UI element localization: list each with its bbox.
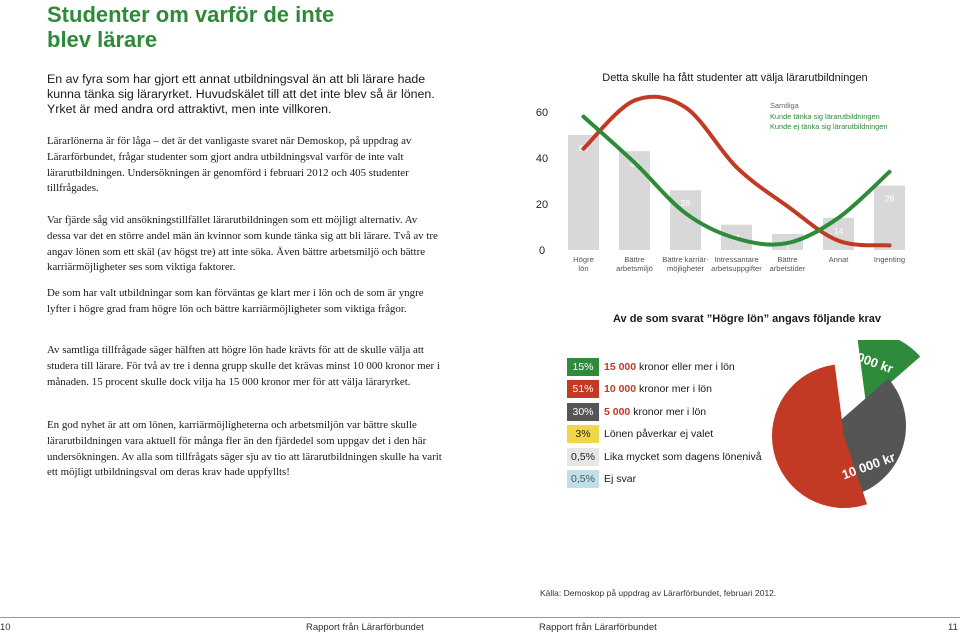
salary-demand-text: Ej svar	[604, 473, 637, 485]
salary-demand-percent: 0,5%	[567, 470, 599, 488]
bar-value-label: 28	[885, 194, 895, 204]
bar-value-label: 7	[785, 242, 790, 252]
pie-slice	[857, 340, 921, 404]
salary-demand-text: 15 000 kronor eller mer i lön	[604, 361, 735, 373]
salary-amount: 5 000	[604, 405, 631, 418]
legend-item-samtliga: Samtliga	[770, 101, 799, 110]
page-title: Studenter om varför de inte blev lärare	[47, 2, 335, 52]
y-tick-label: 0	[539, 245, 545, 257]
salary-demand-percent: 51%	[567, 380, 599, 399]
salary-demand-text: Lönen påverkar ej valet	[604, 428, 714, 441]
body-paragraph-2: Var fjärde såg vid ansökningstillfället …	[47, 214, 438, 274]
bar-value-label: 14	[834, 226, 844, 236]
line-kunde	[581, 94, 892, 248]
chart-title: Detta skulle ha fått studenter att välja…	[602, 72, 868, 84]
salary-demand-percent: 15%	[567, 358, 599, 376]
bar	[619, 151, 650, 250]
legend-item-kunde: Kunde tänka sig lärarutbildningen	[770, 111, 880, 121]
x-category-label: Bättre karriär-möjligheter	[662, 255, 709, 273]
body-paragraph-4: Av samtliga tillfrågade säger hälften at…	[47, 344, 440, 388]
bar-value-label: 26	[681, 198, 691, 208]
body-paragraph-3: De som har valt utbildningar som kan för…	[47, 287, 424, 315]
legend-item-kunde-ej: Kunde ej tänka sig lärarutbildningen	[770, 122, 888, 132]
salary-demand-text: 10 000 kronor mer i lön	[604, 383, 712, 396]
x-category-label: Bättre arbetstider	[770, 255, 806, 273]
salary-demand-text: 5 000 kronor mer i lön	[604, 405, 707, 418]
x-category-label: Bättre arbetsmiljö	[616, 255, 653, 273]
page-number-right: 11	[948, 622, 958, 633]
chart-legend: Samtliga Kunde tänka sig lärarutbildning…	[770, 101, 888, 133]
y-tick-label: 40	[536, 153, 548, 165]
page-number-left: 10	[0, 622, 11, 633]
footer-title-left: Rapport från Lärarförbundet	[306, 622, 424, 633]
salary-demand-text: Lika mycket som dagens lönenivå	[604, 450, 762, 463]
footer-title-right: Rapport från Lärarförbundet	[539, 622, 657, 633]
line-kunde-ej	[581, 114, 892, 247]
body-paragraph-5: En god nyhet är att om lönen, karriärmöj…	[47, 419, 442, 479]
source-note: Källa: Demoskop på uppdrag av Lärarförbu…	[540, 588, 777, 598]
x-category-label: Ingenting	[874, 255, 905, 264]
bar	[568, 135, 599, 250]
footer-rule	[0, 617, 960, 618]
y-tick-label: 20	[536, 199, 548, 211]
body-paragraph-1: Lärarlönerna är för låga – det är det va…	[47, 135, 412, 195]
y-tick-label: 60	[536, 107, 548, 119]
x-category-label: Annat	[829, 255, 850, 264]
salary-demand-percent: 3%	[567, 425, 599, 444]
lead-paragraph: En av fyra som har gjort ett annat utbil…	[47, 72, 435, 117]
salary-demand-percent: 0,5%	[567, 447, 599, 466]
salary-amount: 10 000	[604, 383, 637, 396]
pie-slice	[772, 364, 868, 508]
salary-demand-percent: 30%	[567, 402, 599, 421]
bar	[874, 185, 905, 250]
x-category-label: Högre lön	[573, 255, 594, 273]
salary-amount: 15 000	[604, 361, 637, 373]
salary-demands-title: Av de som svarat ”Högre lön” angavs följ…	[613, 313, 881, 325]
x-category-label: Intressantare arbetsuppgifter	[711, 255, 762, 273]
